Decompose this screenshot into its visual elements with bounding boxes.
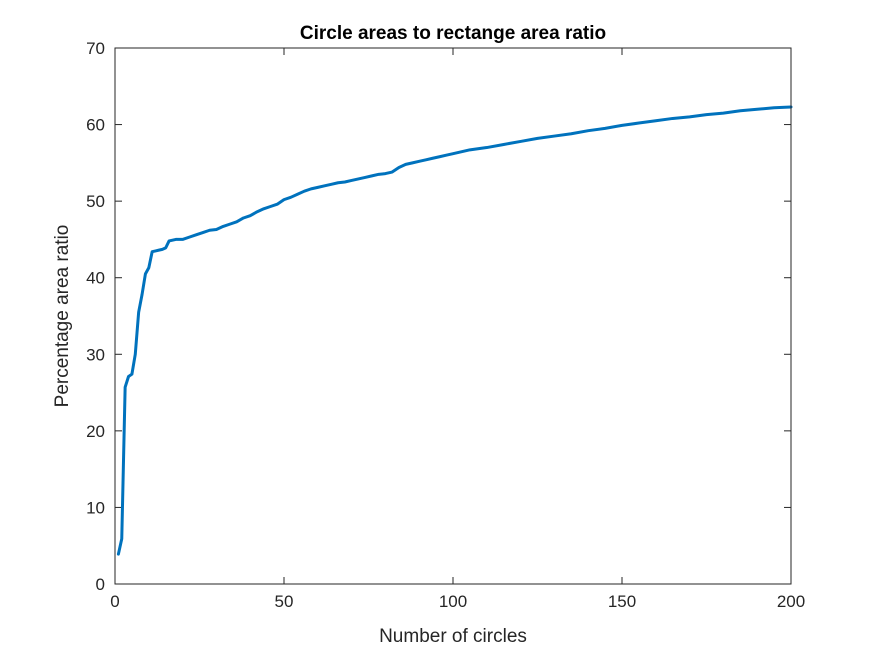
axes-box [114, 47, 792, 585]
plot-area [115, 48, 791, 584]
y-tick-label: 50 [86, 192, 105, 211]
ticks: 0 50 100 150 200 0 10 20 30 40 50 60 70 [86, 39, 805, 611]
y-tick-label: 10 [86, 498, 105, 517]
x-tick-label: 200 [777, 592, 805, 611]
series-line [116, 105, 793, 556]
x-tick-label: 50 [275, 592, 294, 611]
x-tick-label: 150 [608, 592, 636, 611]
chart-title: Circle areas to rectange area ratio [300, 23, 606, 44]
y-tick-label: 20 [86, 422, 105, 441]
y-tick-label: 60 [86, 116, 105, 135]
x-tick-label: 0 [110, 592, 119, 611]
x-tick-label: 100 [439, 592, 467, 611]
y-axis-label: Percentage area ratio [52, 225, 73, 408]
y-tick-label: 0 [96, 575, 105, 594]
y-tick-label: 40 [86, 269, 105, 288]
y-tick-label: 70 [86, 39, 105, 58]
y-tick-label: 30 [86, 345, 105, 364]
x-axis-label: Number of circles [379, 626, 527, 647]
